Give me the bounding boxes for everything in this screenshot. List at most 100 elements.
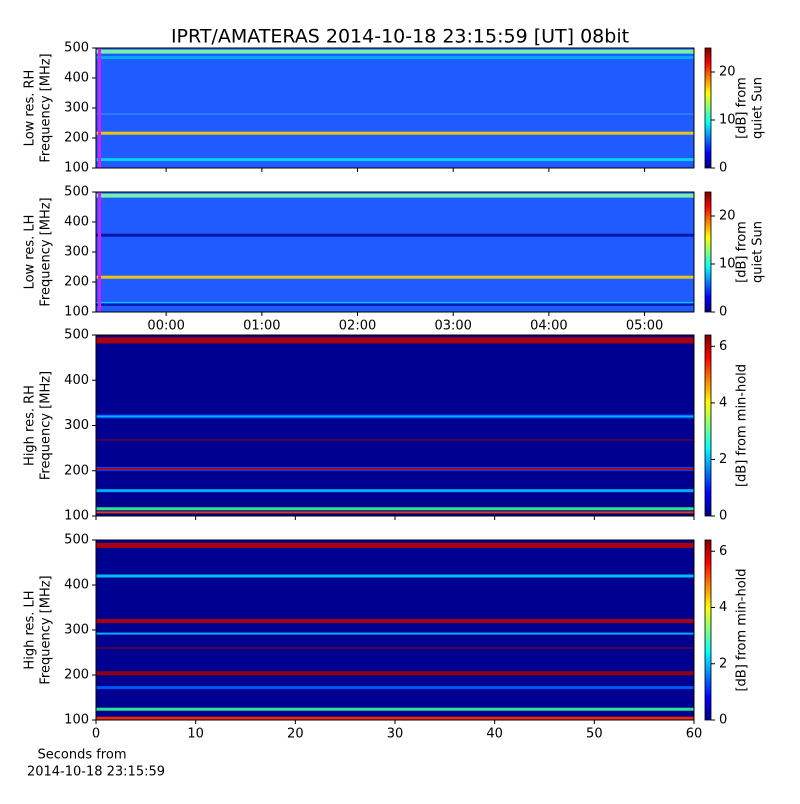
- x-axis-label: Seconds from: [37, 748, 126, 763]
- spectrogram-band: [96, 193, 694, 198]
- x-tick-label: 10: [187, 727, 204, 742]
- y-axis-label: Frequency [MHz]: [39, 53, 54, 162]
- spectrogram-band: [96, 337, 694, 344]
- y-tick-label: 400: [64, 71, 89, 86]
- y-axis-label: Low res. RH: [23, 70, 38, 147]
- spectrogram-band: [96, 303, 694, 306]
- x-tick-label: 60: [686, 727, 703, 742]
- x-tick-label: 01:00: [243, 319, 280, 334]
- y-tick-label: 200: [64, 131, 89, 146]
- spectrogram-band: [96, 511, 694, 514]
- colorbar-label: quiet Sun: [751, 221, 766, 283]
- x-tick-label: 03:00: [434, 319, 471, 334]
- spectrogram-band: [96, 439, 694, 441]
- spectrogram-band: [96, 489, 694, 493]
- colorbar-tick-label: 6: [719, 339, 727, 354]
- y-axis-label: High res. LH: [23, 590, 38, 669]
- spectrogram-band: [96, 707, 694, 711]
- spectrogram: [96, 540, 694, 720]
- y-tick-label: 300: [64, 245, 89, 260]
- spectrogram-band: [96, 647, 694, 649]
- colorbar-tick-label: 0: [719, 305, 727, 320]
- colorbar-tick-label: 6: [719, 544, 727, 559]
- colorbar-label: [dB] from min-hold: [735, 364, 750, 487]
- spectrogram-band: [96, 56, 694, 60]
- spectrogram-edge: [98, 48, 101, 168]
- colorbar-label: [dB] from: [735, 221, 750, 283]
- spectrogram-band: [96, 507, 694, 511]
- spectrogram-band: [96, 113, 694, 115]
- y-tick-label: 500: [64, 328, 89, 343]
- spectrogram-band: [96, 542, 694, 548]
- spectrogram-band: [96, 632, 694, 635]
- x-tick-label: 20: [287, 727, 304, 742]
- y-tick-label: 200: [64, 463, 89, 478]
- y-axis-label: Frequency [MHz]: [39, 371, 54, 480]
- x-tick-label: 05:00: [626, 319, 663, 334]
- colorbar-tick-label: 10: [719, 113, 736, 128]
- y-tick-label: 100: [64, 509, 89, 524]
- x-axis-label: 2014-10-18 23:15:59: [27, 765, 165, 780]
- spectrogram-band: [96, 671, 694, 676]
- spectrogram: [96, 48, 694, 168]
- y-tick-label: 200: [64, 275, 89, 290]
- colorbar: [704, 334, 712, 517]
- spectrogram-band: [96, 233, 694, 237]
- y-tick-label: 400: [64, 373, 89, 388]
- spectrogram-band: [96, 619, 694, 623]
- x-tick-label: 04:00: [530, 319, 567, 334]
- y-tick-label: 300: [64, 101, 89, 116]
- x-tick-label: 00:00: [147, 319, 184, 334]
- spectrogram-band: [96, 158, 694, 162]
- spectrogram-band: [96, 467, 694, 470]
- x-tick-label: 0: [92, 727, 100, 742]
- colorbar: [704, 191, 712, 313]
- x-tick-label: 40: [486, 727, 503, 742]
- y-axis-label: Frequency [MHz]: [39, 575, 54, 684]
- spectrogram: [96, 192, 694, 312]
- y-axis-label: High res. RH: [23, 385, 38, 466]
- spectrogram-band: [96, 415, 694, 418]
- y-tick-label: 300: [64, 623, 89, 638]
- spectrogram-band: [96, 686, 694, 690]
- colorbar-tick-label: 2: [719, 656, 727, 671]
- y-tick-label: 400: [64, 215, 89, 230]
- colorbar-tick-label: 20: [719, 65, 736, 80]
- y-axis-label: Frequency [MHz]: [39, 197, 54, 306]
- y-tick-label: 500: [64, 533, 89, 548]
- colorbar-label: [dB] from min-hold: [735, 568, 750, 691]
- y-tick-label: 100: [64, 713, 89, 728]
- colorbar-label: quiet Sun: [751, 77, 766, 139]
- y-tick-label: 300: [64, 418, 89, 433]
- x-tick-label: 50: [586, 727, 603, 742]
- colorbar-tick-label: 0: [719, 161, 727, 176]
- colorbar-tick-label: 4: [719, 600, 727, 615]
- colorbar-tick-label: 4: [719, 395, 727, 410]
- x-tick-label: 02:00: [339, 319, 376, 334]
- colorbar: [704, 539, 712, 721]
- colorbar-tick-label: 20: [719, 209, 736, 224]
- y-axis-label: Low res. LH: [23, 215, 38, 290]
- colorbar-tick-label: 10: [719, 257, 736, 272]
- y-tick-label: 500: [64, 185, 89, 200]
- y-tick-label: 200: [64, 668, 89, 683]
- y-tick-label: 100: [64, 305, 89, 320]
- spectrogram-band: [96, 49, 694, 54]
- spectrogram-band: [96, 275, 694, 279]
- figure-title: IPRT/AMATERAS 2014-10-18 23:15:59 [UT] 0…: [171, 26, 629, 48]
- y-tick-label: 400: [64, 578, 89, 593]
- y-tick-label: 100: [64, 161, 89, 176]
- spectrogram-band: [96, 131, 694, 135]
- colorbar-label: [dB] from: [735, 77, 750, 139]
- spectrogram-band: [96, 716, 694, 720]
- colorbar-tick-label: 2: [719, 452, 727, 467]
- spectrogram-edge: [98, 192, 101, 312]
- colorbar: [704, 47, 712, 169]
- panel: 100 200 300 400 500 High res. RH Frequency [MH…: [23, 328, 750, 524]
- y-tick-label: 500: [64, 41, 89, 56]
- colorbar-tick-label: 0: [719, 509, 727, 524]
